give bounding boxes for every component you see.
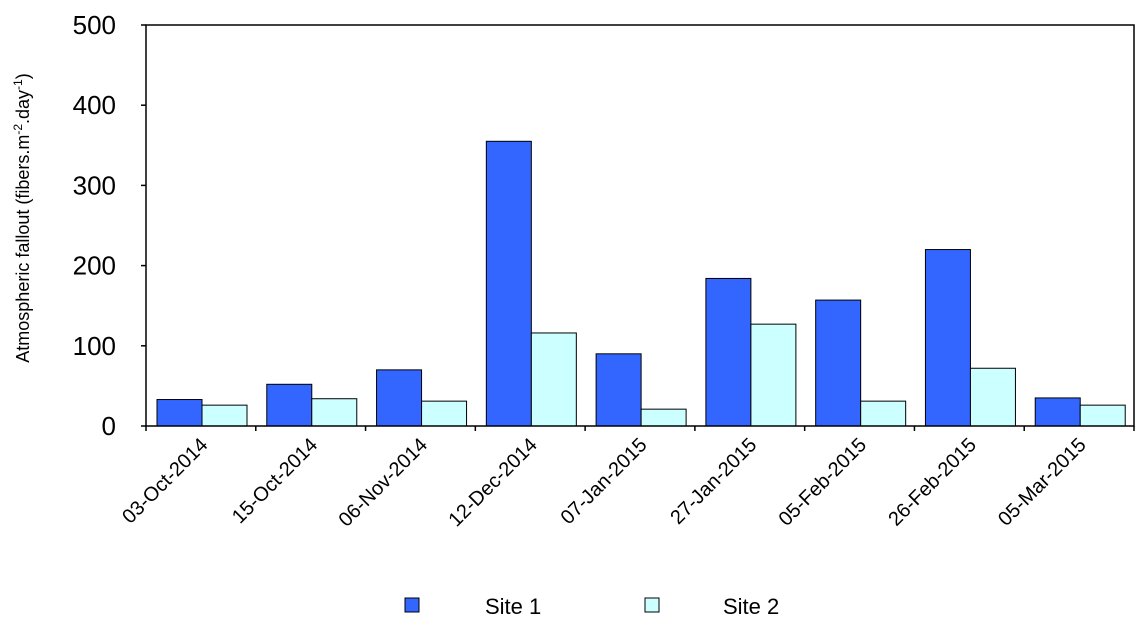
- y-axis-ticks: 0 100 200 300 400 500: [73, 10, 146, 441]
- y-axis-title: Atmospheric fallout (fibers.m-2.day-1): [11, 73, 33, 362]
- legend-label-site-1: Site 1: [485, 594, 541, 619]
- bar-site-1-12-dec-2014: [485, 140, 532, 427]
- bar-site-2-07-jan-2015: [640, 408, 687, 427]
- bar-site-1-07-jan-2015: [595, 353, 642, 427]
- bar-site-2-05-feb-2015: [860, 400, 907, 427]
- legend: Site 1 Site 2: [404, 594, 779, 619]
- bar-site-1-05-feb-2015: [815, 299, 862, 427]
- bar-site-2-15-oct-2014: [311, 398, 358, 427]
- x-tick-label: 05-Mar-2015: [994, 434, 1091, 531]
- bar-site-2-05-mar-2015: [1079, 404, 1126, 427]
- bar-site-1-05-mar-2015: [1034, 397, 1081, 427]
- bar-site-1-27-jan-2015: [705, 277, 752, 427]
- x-tick-label: 07-Jan-2015: [557, 434, 652, 529]
- legend-label-site-2: Site 2: [723, 594, 779, 619]
- bar-site-1-06-nov-2014: [376, 369, 423, 427]
- plot-area-frame: [145, 24, 1135, 427]
- x-tick-label: 05-Feb-2015: [775, 434, 872, 531]
- y-tick-label: 400: [73, 90, 116, 120]
- x-tick-label: 06-Nov-2014: [335, 434, 432, 531]
- legend-swatch-site-1: [404, 597, 420, 613]
- x-tick-label: 27-Jan-2015: [666, 434, 761, 529]
- y-tick-label: 300: [73, 170, 116, 200]
- y-tick-label: 500: [73, 10, 116, 40]
- x-tick-label: 03-Oct-2014: [118, 434, 212, 528]
- x-tick-label: 15-Oct-2014: [228, 434, 322, 528]
- x-tick-label: 12-Dec-2014: [444, 434, 541, 531]
- bar-site-2-26-feb-2015: [969, 367, 1016, 427]
- y-tick-label: 100: [73, 331, 116, 361]
- bar-site-1-15-oct-2014: [266, 383, 313, 427]
- y-tick-label: 200: [73, 251, 116, 281]
- bar-site-1-03-oct-2014: [156, 399, 203, 427]
- x-tick-label: 26-Feb-2015: [884, 434, 981, 531]
- y-tick-label: 0: [102, 411, 116, 441]
- legend-swatch-site-2: [644, 597, 660, 613]
- bars-group: [156, 140, 1126, 427]
- bar-site-1-26-feb-2015: [924, 249, 971, 427]
- bar-site-2-03-oct-2014: [201, 404, 248, 427]
- bar-site-2-12-dec-2014: [530, 332, 577, 427]
- bar-site-2-27-jan-2015: [750, 323, 797, 427]
- bar-site-2-06-nov-2014: [421, 400, 468, 427]
- x-axis-ticks: 03-Oct-2014 15-Oct-2014 06-Nov-2014 12-Dec-…: [118, 426, 1135, 531]
